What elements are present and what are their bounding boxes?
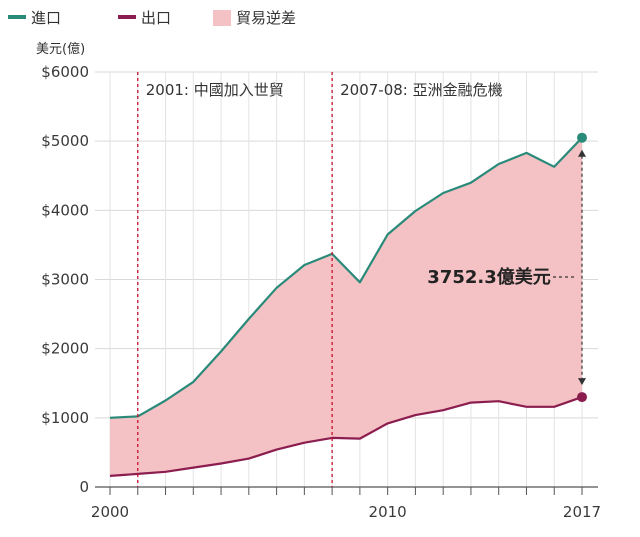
y-tick-label: $2000 [41,340,89,358]
y-tick-label: 0 [79,478,89,496]
exports-line [109,396,583,477]
legend-swatch-imports [8,15,26,19]
y-tick-label: $3000 [41,271,89,289]
y-tick-label: $6000 [41,63,89,81]
y-unit-label: 美元(億) [36,41,85,57]
y-tick-label: $4000 [41,201,89,219]
gap-arrow-head-down [578,378,586,386]
x-tick-label: 2010 [369,503,407,521]
y-tick-label: $1000 [41,409,89,427]
line-layer [109,136,583,477]
legend-label-imports: 進口 [31,9,61,27]
annotation-layer: 3752.3億美元 [427,132,587,403]
event-label: 2001: 中國加入世貿 [146,81,284,99]
legend-label-exports: 出口 [141,9,171,27]
legend-label-deficit: 貿易逆差 [236,9,296,27]
legend: 進口 出口 貿易逆差 [8,9,296,27]
imports-end-dot [577,132,587,143]
area-layer [110,137,582,476]
event-label: 2007-08: 亞洲金融危機 [340,81,503,99]
y-tick-label: $5000 [41,132,89,150]
gap-arrow-head-up [578,149,586,157]
legend-swatch-deficit [213,10,231,26]
gap-label: 3752.3億美元 [427,266,550,288]
deficit-area [110,137,582,476]
x-tick-label: 2017 [563,503,601,521]
x-tick-label: 2000 [91,503,129,521]
imports-line [109,136,583,419]
legend-swatch-exports [118,15,136,19]
event-layer: 2001: 中國加入世貿 2007-08: 亞洲金融危機 [137,72,503,487]
exports-end-dot [577,392,587,403]
